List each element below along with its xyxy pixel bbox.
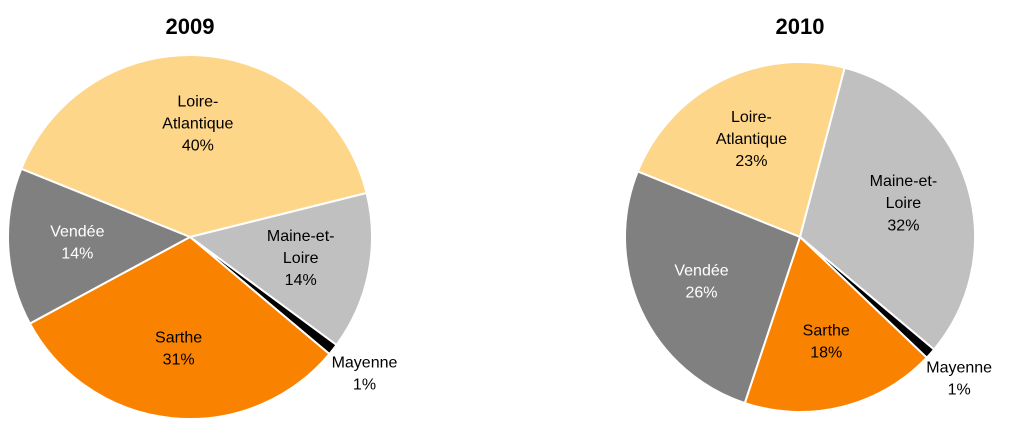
slice-label: Mayenne — [332, 355, 398, 372]
slice-label: Maine-et-Loire — [267, 228, 335, 267]
pie-slice — [636, 61, 846, 239]
pie-slice — [28, 235, 331, 420]
pie-slice — [624, 170, 802, 405]
chart-title: 2009 — [166, 14, 215, 39]
pie-slice — [798, 66, 976, 351]
slice-label: Sarthe — [155, 329, 202, 346]
slice-label: Mayenne — [926, 360, 992, 377]
slice-value-label: 1% — [353, 377, 376, 394]
pie-slice — [19, 54, 368, 239]
pie-slice — [743, 235, 929, 413]
slice-label: Vendée — [674, 263, 728, 280]
slice-value-label: 26% — [685, 285, 717, 302]
slice-label: Loire-Atlantique — [162, 94, 233, 133]
slice-value-label: 32% — [887, 217, 919, 234]
slice-value-label: 18% — [810, 344, 842, 361]
pie-slice — [187, 191, 373, 347]
pie-slice — [7, 167, 193, 325]
slice-value-label: 23% — [735, 153, 767, 170]
slice-label: Maine-et-Loire — [870, 173, 938, 212]
slice-label: Sarthe — [803, 322, 850, 339]
slice-value-label: 14% — [285, 272, 317, 289]
slice-label: Loire-Atlantique — [716, 109, 787, 148]
slice-value-label: 1% — [948, 382, 971, 399]
slice-value-label: 40% — [182, 138, 214, 155]
chart-title: 2010 — [776, 14, 825, 39]
slice-label: Vendée — [50, 224, 104, 241]
slice-value-label: 31% — [163, 351, 195, 368]
slice-value-label: 14% — [61, 246, 93, 263]
